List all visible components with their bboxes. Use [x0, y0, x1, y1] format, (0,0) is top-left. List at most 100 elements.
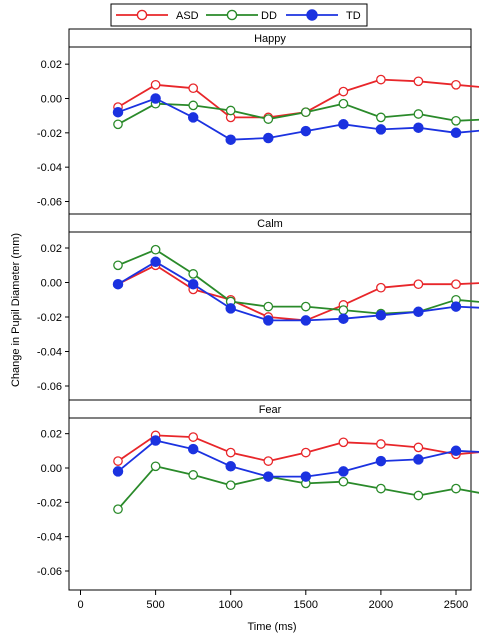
data-point-dd	[263, 301, 274, 312]
series-line-td	[117, 97, 479, 141]
data-point-td	[338, 313, 349, 324]
data-point-td	[413, 122, 424, 133]
y-tick-label: -0.02	[37, 497, 62, 509]
data-point-dd	[376, 483, 386, 494]
x-tick-label: 2000	[369, 599, 393, 611]
data-point-dd	[338, 305, 349, 315]
data-point-asd	[376, 282, 386, 293]
data-point-asd	[413, 442, 424, 453]
data-point-asd	[451, 79, 461, 90]
data-point-dd	[300, 107, 311, 118]
data-point-dd	[338, 98, 349, 109]
data-point-asd	[413, 279, 424, 290]
data-point-td	[225, 303, 236, 314]
legend-label-td: TD	[346, 10, 361, 22]
data-point-td	[187, 112, 199, 123]
series-line-td	[117, 260, 479, 322]
data-point-dd	[225, 105, 236, 116]
data-point-td	[375, 455, 387, 467]
data-point-dd	[338, 476, 349, 487]
data-point-td	[225, 134, 236, 145]
legend-label-asd: ASD	[176, 10, 199, 22]
data-point-td	[225, 461, 236, 472]
series-line-asd	[117, 78, 479, 119]
y-axis-title: Change in Pupil Diameter (mm)	[10, 233, 22, 387]
legend-label-dd: DD	[261, 10, 277, 22]
y-tick-label: -0.04	[37, 347, 62, 359]
data-point-td	[413, 306, 424, 318]
y-tick-label: -0.06	[37, 381, 62, 393]
data-point-dd	[188, 470, 199, 480]
data-point-dd	[225, 480, 236, 491]
data-point-asd	[225, 447, 236, 458]
data-point-td	[263, 471, 274, 482]
x-tick-label: 1000	[218, 599, 242, 611]
data-point-td	[300, 315, 312, 326]
data-point-asd	[113, 456, 123, 466]
data-point-td	[150, 435, 161, 446]
data-point-td	[150, 256, 161, 268]
data-point-dd	[451, 483, 461, 494]
y-tick-label: 0.00	[41, 94, 62, 106]
panel-fear: Fear 0.02 0.00 -0.02 -0.04 -0.06	[37, 399, 479, 591]
x-tick-label: 500	[146, 599, 164, 611]
data-point-asd	[263, 456, 274, 466]
data-point-asd	[413, 76, 424, 87]
data-point-td	[150, 93, 161, 104]
x-tick-label: 2500	[444, 599, 468, 611]
data-point-td	[112, 106, 124, 118]
panel-happy: Happy 0.02 0.00 -0.02 -0.04 -0.06	[37, 28, 479, 215]
data-point-dd	[376, 112, 386, 123]
data-point-td	[187, 443, 199, 455]
y-tick-label: 0.02	[41, 59, 62, 71]
y-tick-label: 0.02	[41, 429, 62, 441]
y-tick-label: 0.02	[41, 243, 62, 255]
panel-header	[68, 28, 472, 48]
data-point-dd	[451, 115, 461, 126]
data-point-asd	[150, 79, 161, 90]
panel-title: Fear	[259, 404, 282, 416]
data-point-td	[338, 119, 349, 130]
data-point-asd	[338, 86, 349, 97]
y-tick-label: -0.06	[37, 197, 62, 209]
y-tick-label: -0.06	[37, 566, 62, 578]
y-tick-label: 0.00	[41, 463, 62, 475]
data-point-td	[375, 124, 387, 135]
data-point-asd	[376, 439, 386, 449]
data-point-dd	[413, 490, 424, 501]
panel-title: Calm	[257, 218, 283, 230]
series-line-dd	[117, 248, 479, 315]
data-point-td	[375, 310, 387, 321]
data-point-td	[112, 466, 124, 477]
data-point-td	[300, 125, 312, 137]
y-tick-label: -0.02	[37, 312, 62, 324]
data-point-dd	[113, 119, 123, 130]
y-tick-label: -0.04	[37, 162, 62, 174]
y-tick-label: -0.02	[37, 128, 62, 140]
legend-marker-td	[306, 9, 318, 21]
y-tick-label: -0.04	[37, 532, 62, 544]
series-line-dd	[117, 102, 479, 126]
data-point-asd	[188, 432, 199, 442]
y-tick-label: 0.00	[41, 278, 62, 290]
data-point-asd	[300, 447, 311, 458]
data-point-dd	[188, 269, 199, 279]
legend: ASD DD TD	[110, 3, 368, 27]
legend-marker-dd	[226, 9, 238, 21]
data-point-dd	[113, 260, 123, 271]
data-point-dd	[300, 301, 311, 312]
data-point-dd	[188, 100, 199, 111]
data-point-asd	[338, 437, 349, 448]
legend-marker-asd	[136, 9, 148, 21]
panel-title: Happy	[254, 33, 286, 45]
data-point-dd	[413, 109, 424, 119]
data-point-dd	[150, 244, 161, 255]
panel-calm: Calm 0.02 0.00 -0.02 -0.04 -0.06	[37, 213, 479, 401]
series-line-td	[117, 439, 479, 478]
panel-frame	[68, 399, 472, 591]
data-point-td	[450, 127, 462, 139]
x-tick-label: 1500	[294, 599, 318, 611]
data-point-dd	[113, 504, 123, 515]
data-point-td	[187, 278, 199, 290]
